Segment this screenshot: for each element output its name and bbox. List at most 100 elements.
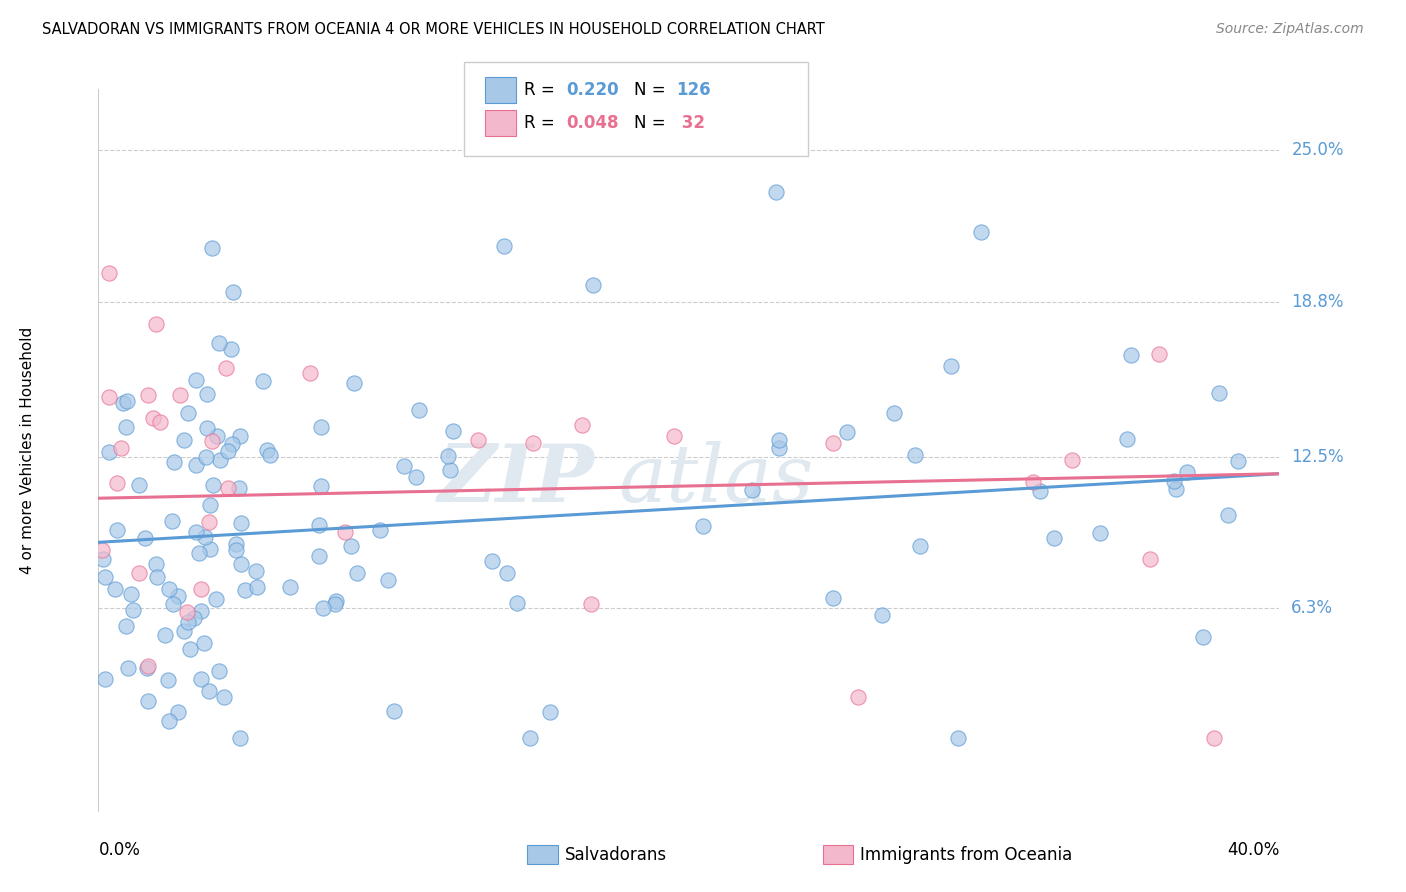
Point [195, 386, 218, 401]
Point [112, 396, 135, 410]
Point [94, 672, 117, 686]
Point [821, 436, 844, 450]
Point [190, 604, 212, 618]
Text: 32: 32 [676, 114, 706, 132]
Point [94, 570, 117, 584]
Point [183, 611, 205, 625]
Point [437, 449, 460, 463]
Point [128, 566, 150, 580]
Point [1021, 475, 1043, 490]
Point [225, 542, 247, 557]
Point [343, 376, 366, 390]
Point [104, 582, 127, 596]
Point [229, 516, 252, 530]
Point [481, 554, 503, 568]
Point [325, 594, 347, 608]
Point [522, 436, 544, 450]
Point [120, 587, 142, 601]
Point [114, 419, 136, 434]
Point [136, 388, 159, 402]
Point [198, 498, 221, 512]
Point [1121, 348, 1143, 362]
Point [948, 731, 970, 746]
Text: R =: R = [524, 81, 561, 99]
Point [205, 429, 228, 443]
Point [441, 424, 464, 438]
Point [115, 394, 138, 409]
Point [115, 619, 138, 633]
Point [176, 615, 198, 630]
Point [492, 239, 515, 253]
Point [190, 582, 212, 597]
Point [579, 597, 602, 611]
Point [765, 186, 787, 200]
Point [1208, 386, 1230, 401]
Point [538, 705, 561, 719]
Point [252, 374, 274, 388]
Point [228, 481, 250, 495]
Point [184, 374, 207, 388]
Point [1226, 454, 1249, 468]
Point [346, 566, 368, 581]
Point [1062, 453, 1084, 467]
Point [256, 442, 278, 457]
Point [201, 242, 224, 256]
Point [259, 448, 281, 462]
Point [768, 441, 790, 455]
Point [1116, 432, 1139, 446]
Point [173, 624, 195, 638]
Point [368, 523, 391, 537]
Point [506, 596, 529, 610]
Text: 4 or more Vehicles in Household: 4 or more Vehicles in Household [20, 326, 35, 574]
Text: Source: ZipAtlas.com: Source: ZipAtlas.com [1216, 22, 1364, 37]
Point [128, 478, 150, 492]
Point [1147, 347, 1170, 361]
Text: atlas: atlas [619, 441, 814, 518]
Point [195, 450, 218, 464]
Point [229, 731, 252, 746]
Point [145, 557, 167, 571]
Point [207, 336, 229, 351]
Point [299, 367, 322, 381]
Text: 25.0%: 25.0% [1291, 142, 1344, 160]
Point [105, 524, 128, 538]
Point [245, 564, 267, 578]
Point [117, 661, 139, 675]
Point [392, 458, 415, 473]
Point [212, 690, 235, 704]
Text: SALVADORAN VS IMMIGRANTS FROM OCEANIA 4 OR MORE VEHICLES IN HOUSEHOLD CORRELATIO: SALVADORAN VS IMMIGRANTS FROM OCEANIA 4 … [42, 22, 825, 37]
Point [1175, 465, 1198, 479]
Point [145, 570, 167, 584]
Point [145, 318, 167, 332]
Point [309, 420, 332, 434]
Point [1029, 483, 1052, 498]
Point [221, 437, 243, 451]
Point [571, 418, 593, 433]
Point [201, 478, 224, 492]
Point [309, 479, 332, 493]
Point [408, 403, 430, 417]
Point [97, 445, 120, 459]
Point [908, 540, 931, 554]
Point [138, 694, 160, 708]
Point [198, 684, 221, 698]
Text: 12.5%: 12.5% [1291, 448, 1344, 466]
Point [184, 524, 207, 539]
Point [768, 433, 790, 447]
Point [229, 429, 252, 443]
Point [97, 390, 120, 404]
Point [110, 441, 132, 455]
Text: 6.3%: 6.3% [1291, 599, 1333, 617]
Point [312, 601, 335, 615]
Point [208, 453, 231, 467]
Point [219, 342, 242, 356]
Point [149, 415, 172, 429]
Point [377, 574, 399, 588]
Point [91, 543, 114, 558]
Point [97, 266, 120, 280]
Point [278, 580, 301, 594]
Point [176, 605, 198, 619]
Point [91, 551, 114, 566]
Point [162, 598, 184, 612]
Text: 0.048: 0.048 [567, 114, 619, 132]
